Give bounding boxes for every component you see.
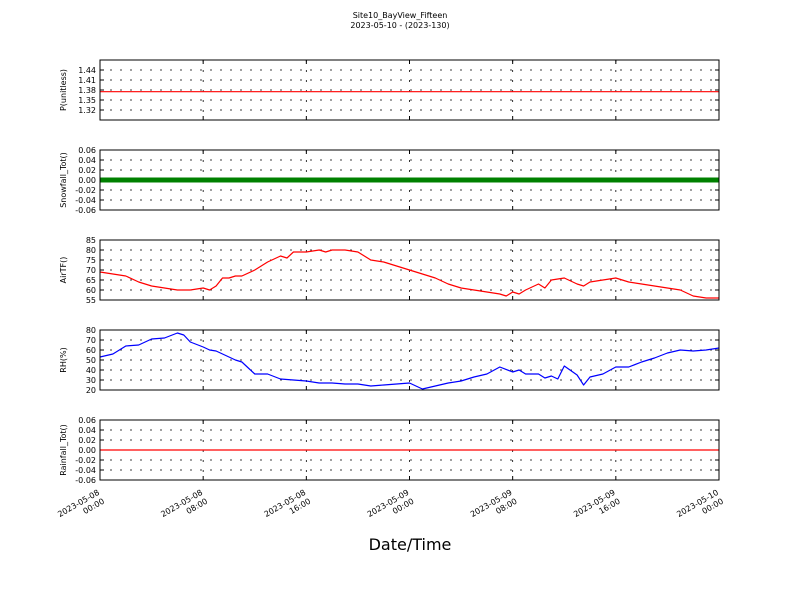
series-line: [99, 332, 720, 390]
y-tick-label: 0.06: [78, 416, 96, 425]
x-tick-label: 2023-05-0916:00: [572, 488, 622, 528]
y-tick-label: 85: [86, 236, 96, 245]
y-tick-label: 1.41: [78, 76, 96, 85]
panel-frame: [99, 239, 720, 301]
y-tick-label: -0.04: [75, 196, 96, 205]
y-tick-label: 0.00: [78, 446, 96, 455]
y-axis-label: Rainfall_Tot(): [59, 424, 68, 476]
y-tick-label: 20: [86, 386, 96, 395]
x-tick-label: 2023-05-0800:00: [56, 488, 106, 528]
y-tick-label: 60: [86, 286, 96, 295]
y-axis-label: RH(%): [59, 347, 68, 372]
y-tick-label: 1.35: [78, 96, 96, 105]
y-tick-label: 80: [86, 326, 96, 335]
y-axis-label: P(unitless): [59, 69, 68, 111]
x-tick-label: 2023-05-0900:00: [366, 488, 416, 528]
panel-5: -0.06-0.04-0.020.000.020.040.06 Rainfall_…: [59, 416, 720, 485]
x-tick-label: 2023-05-0908:00: [469, 488, 519, 528]
panel-frame: [99, 149, 720, 211]
y-tick-label: -0.02: [75, 186, 96, 195]
panel-2: -0.06-0.04-0.020.000.020.040.06 Snowfall_…: [59, 146, 720, 215]
y-tick-label: 75: [86, 256, 96, 265]
chart-subtitle: 2023-05-10 - (2023-130): [350, 21, 450, 30]
panel-frame: [99, 419, 720, 481]
y-tick-label: 0.00: [78, 176, 96, 185]
y-tick-label: 1.32: [78, 106, 96, 115]
y-tick-label: 0.02: [78, 166, 96, 175]
y-tick-label: 1.38: [78, 86, 96, 95]
y-tick-label: 70: [86, 336, 96, 345]
x-axis-label: Date/Time: [369, 535, 452, 554]
y-tick-label: -0.04: [75, 466, 96, 475]
y-tick-label: 50: [86, 356, 96, 365]
y-tick-label: 30: [86, 376, 96, 385]
panel-frame: [99, 329, 720, 391]
y-tick-label: 40: [86, 366, 96, 375]
x-tick-label: 2023-05-0808:00: [159, 488, 209, 528]
y-tick-label: 0.04: [78, 156, 96, 165]
y-tick-label: 0.02: [78, 436, 96, 445]
x-tick-label: 2023-05-1000:00: [675, 488, 725, 528]
y-tick-label: 65: [86, 276, 96, 285]
y-tick-label: -0.06: [75, 206, 96, 215]
y-tick-label: 55: [86, 296, 96, 305]
panel-frame: [99, 59, 720, 121]
series-line: [99, 249, 719, 299]
y-tick-label: 1.44: [78, 66, 96, 75]
x-tick-label: 2023-05-0816:00: [263, 488, 313, 528]
y-tick-label: 0.06: [78, 146, 96, 155]
y-tick-label: -0.02: [75, 456, 96, 465]
y-axis-label: AirTF(): [59, 257, 68, 284]
y-tick-label: 0.04: [78, 426, 96, 435]
y-tick-label: 80: [86, 246, 96, 255]
y-axis-label: Snowfall_Tot(): [59, 152, 68, 208]
panel-1: 1.321.351.381.411.44 P(unitless): [59, 59, 720, 121]
y-tick-label: -0.06: [75, 476, 96, 485]
chart-title: Site10_BayView_Fifteen: [352, 11, 448, 20]
y-tick-label: 70: [86, 266, 96, 275]
y-tick-label: 60: [86, 346, 96, 355]
